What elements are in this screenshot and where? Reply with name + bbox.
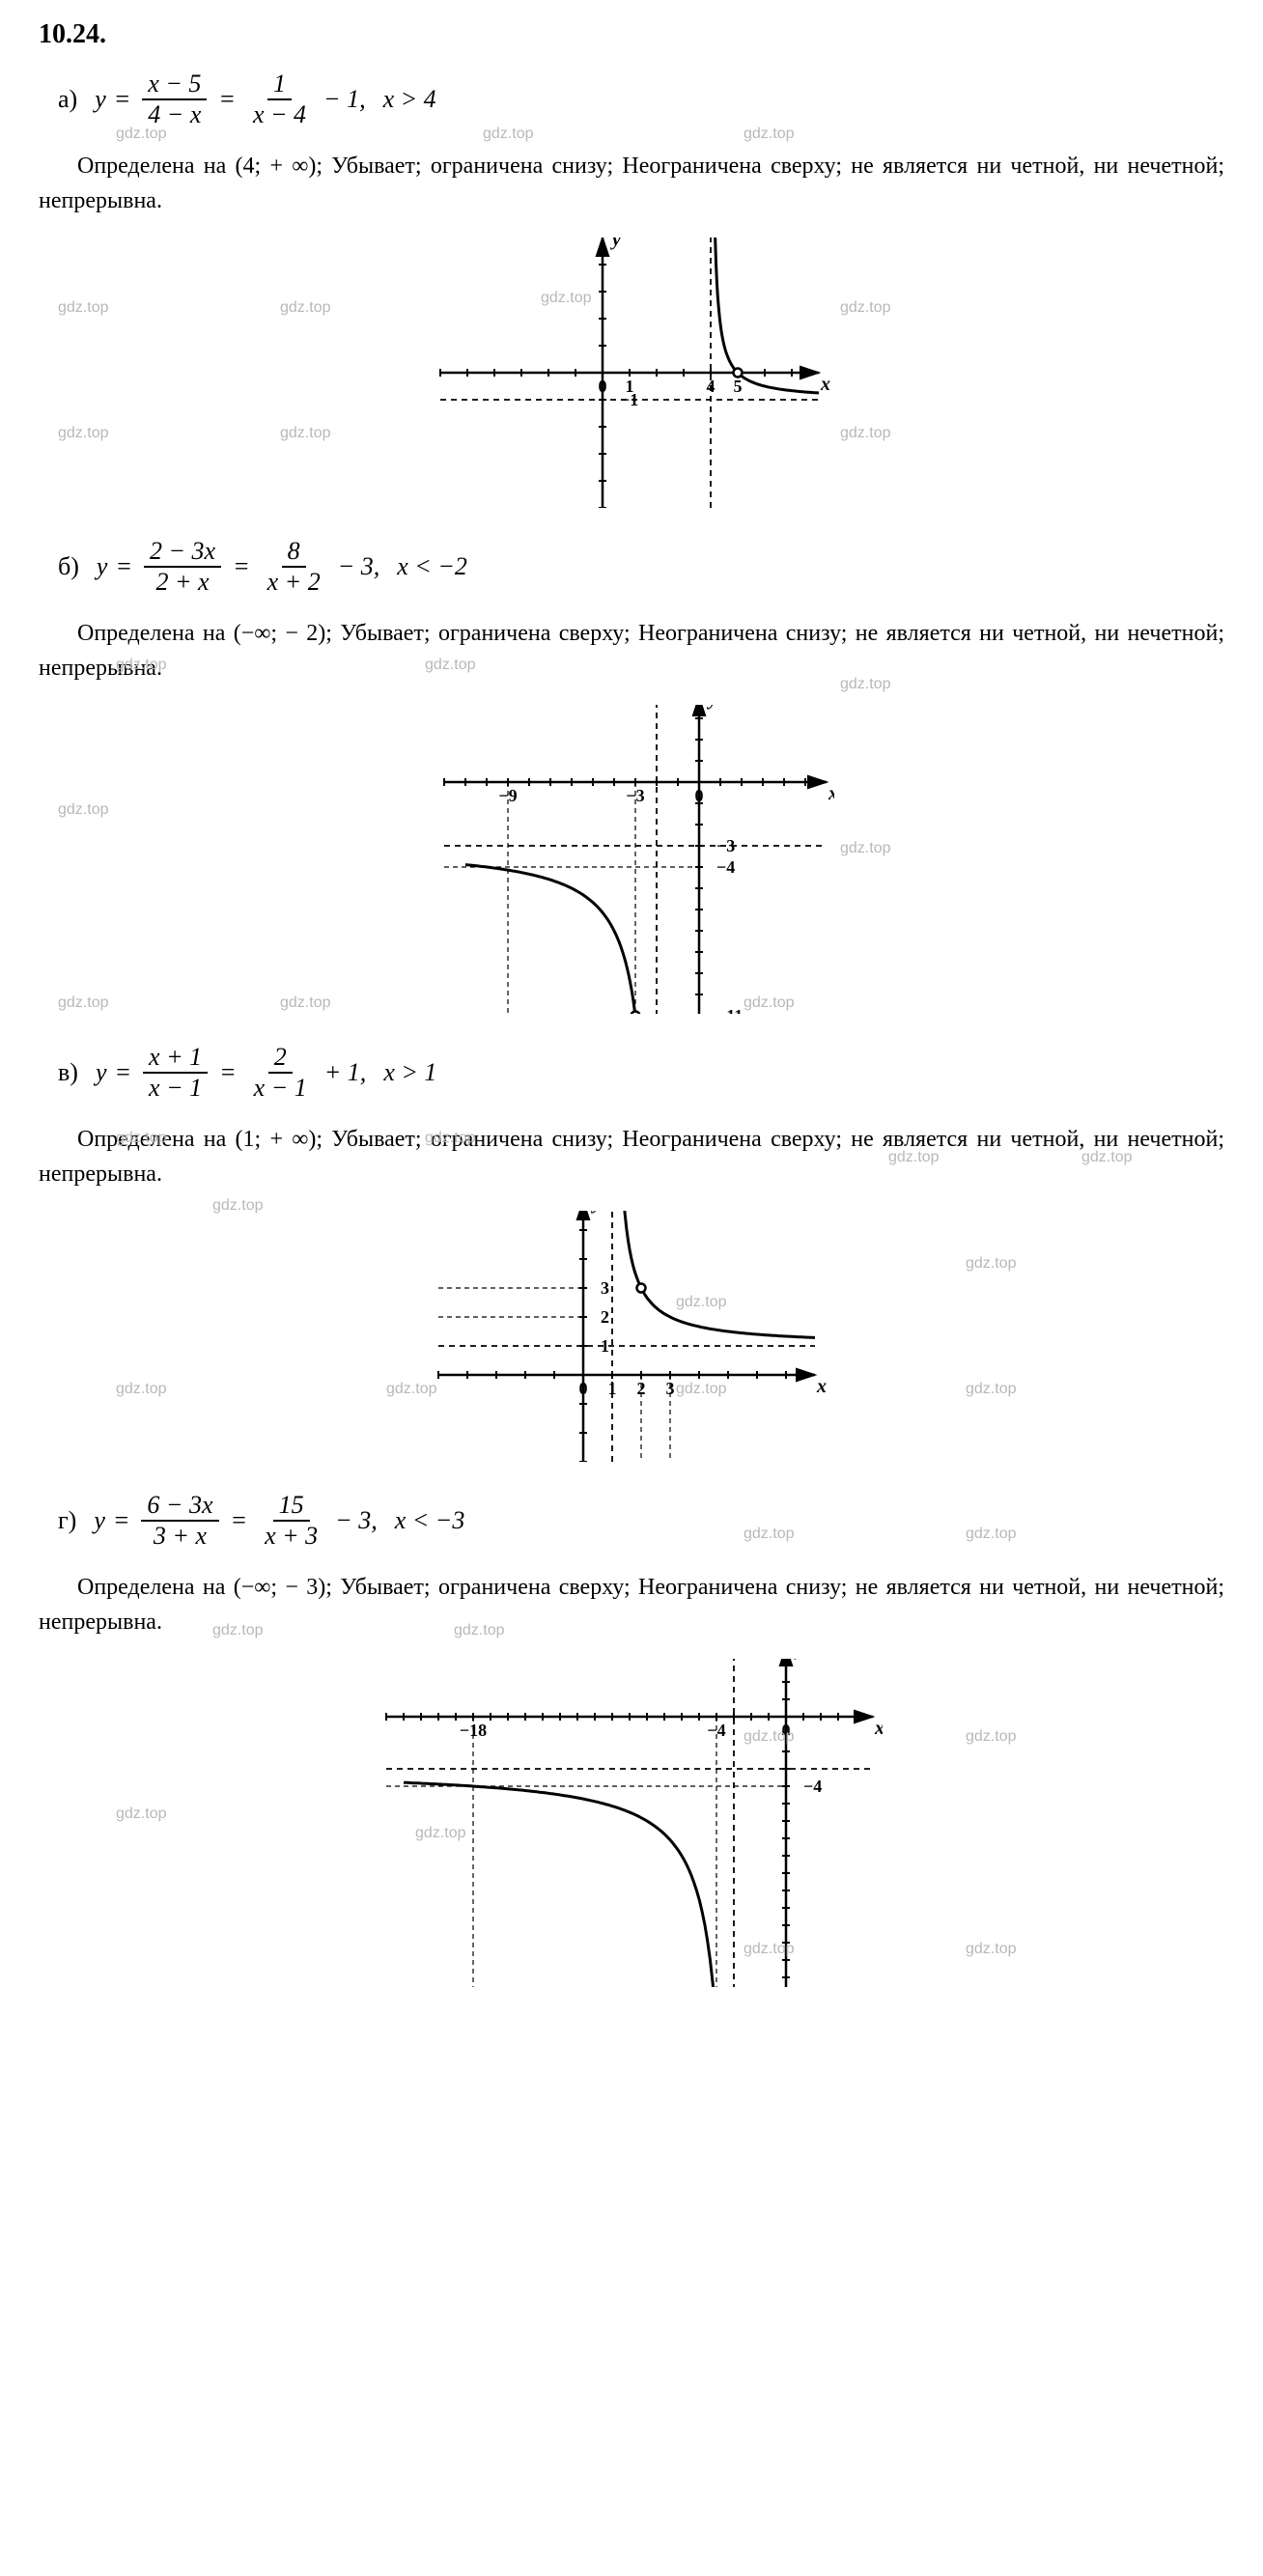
chart-container: −9 −3 0 −3 −4 −11 x y	[39, 705, 1224, 1014]
formula: а) y = x − 54 − x = 1x − 4 − 1, x > 4	[58, 70, 1224, 129]
formula-tail: − 3,	[338, 552, 380, 581]
formula-lhs: y	[94, 1506, 105, 1535]
problem-part: г) y = 6 − 3x3 + x = 15x + 3 − 3, x < −3 Определ…	[39, 1491, 1224, 1987]
svg-text:−1: −1	[620, 390, 638, 409]
formula: в)y=x + 1x − 1=2x − 1+ 1,x > 1	[58, 1043, 1224, 1103]
formula-lhs: y	[96, 1058, 107, 1087]
fraction-denominator: x − 1	[248, 1074, 313, 1103]
part-label: в)	[58, 1058, 78, 1087]
formula-lhs: y	[97, 552, 108, 581]
svg-text:y: y	[610, 238, 621, 250]
fraction-denominator: 4 − x	[142, 100, 207, 129]
svg-text:−18: −18	[460, 1721, 487, 1740]
svg-text:−11: −11	[716, 1006, 743, 1014]
svg-text:3: 3	[666, 1379, 675, 1398]
svg-text:1: 1	[601, 1336, 609, 1356]
svg-text:−9: −9	[498, 786, 517, 805]
fraction-2: 1x − 4	[247, 70, 312, 129]
equals-sign: =	[218, 85, 236, 114]
svg-text:4: 4	[707, 377, 716, 396]
svg-text:y: y	[794, 1659, 804, 1660]
fraction-numerator: x − 5	[142, 70, 207, 100]
equals-sign: =	[233, 552, 250, 581]
formula-lhs: y	[95, 85, 106, 114]
function-description: Определена на (1; + ∞); Убывает; огранич…	[39, 1122, 1224, 1191]
chart: −9 −3 0 −3 −4 −11 x y	[429, 705, 834, 1014]
chart: −18−40−4−18xy	[380, 1659, 883, 1987]
equals-sign: =	[231, 1506, 248, 1535]
equals-sign: =	[114, 1058, 131, 1087]
formula-condition: x < −3	[395, 1506, 465, 1535]
fraction-numerator: x + 1	[143, 1043, 208, 1074]
formula: б)y=2 − 3x2 + x=8x + 2− 3,x < −2	[58, 537, 1224, 597]
fraction-1: x − 54 − x	[142, 70, 207, 129]
fraction-2: 8x + 2	[262, 537, 326, 597]
fraction-1: x + 1x − 1	[143, 1043, 208, 1103]
formula-tail: − 3,	[335, 1506, 378, 1535]
fraction-denominator: x + 3	[259, 1522, 323, 1551]
part-label: а)	[58, 85, 77, 114]
equals-sign: =	[115, 552, 132, 581]
part-label: б)	[58, 552, 79, 581]
fraction-denominator: x − 1	[143, 1074, 208, 1103]
svg-text:1: 1	[608, 1379, 617, 1398]
problem-part: в)y=x + 1x − 1=2x − 1+ 1,x > 1Определена…	[39, 1043, 1224, 1462]
fraction-denominator: 2 + x	[150, 568, 214, 597]
part-label: г)	[58, 1506, 76, 1535]
fraction-1: 2 − 3x2 + x	[144, 537, 221, 597]
function-description: Определена на (4; + ∞); Убывает; огранич…	[39, 149, 1224, 218]
svg-text:−4: −4	[716, 857, 735, 877]
fraction-numerator: 2	[268, 1043, 293, 1074]
chart-container: 0145−1xy	[39, 238, 1224, 508]
svg-text:y: y	[591, 1211, 602, 1214]
svg-text:y: y	[707, 705, 717, 710]
svg-text:3: 3	[601, 1278, 609, 1298]
problem-number: 10.24.	[39, 19, 1224, 50]
fraction-2: 2x − 1	[248, 1043, 313, 1103]
svg-text:0: 0	[695, 786, 704, 805]
chart: 0145−1xy	[429, 238, 834, 508]
chart: 0 1 2 3 1 2 3 x y	[429, 1211, 834, 1462]
formula-tail: + 1,	[324, 1058, 367, 1087]
svg-text:2: 2	[637, 1379, 646, 1398]
svg-text:0: 0	[599, 377, 607, 396]
fraction-1: 6 − 3x3 + x	[141, 1491, 218, 1551]
fraction-denominator: 3 + x	[148, 1522, 212, 1551]
svg-text:x: x	[828, 783, 834, 804]
fraction-numerator: 6 − 3x	[141, 1491, 218, 1522]
formula-condition: x < −2	[397, 552, 467, 581]
svg-text:x: x	[816, 1376, 827, 1397]
svg-text:5: 5	[734, 377, 743, 396]
equals-sign: =	[219, 1058, 237, 1087]
problem-part: б)y=2 − 3x2 + x=8x + 2− 3,x < −2Определе…	[39, 537, 1224, 1014]
problem-part: а) y = x − 54 − x = 1x − 4 − 1, x > 4 Определена…	[39, 70, 1224, 508]
fraction-2: 15x + 3	[259, 1491, 323, 1551]
fraction-denominator: x − 4	[247, 100, 312, 129]
svg-text:0: 0	[782, 1721, 791, 1740]
fraction-numerator: 2 − 3x	[144, 537, 221, 568]
svg-text:0: 0	[579, 1379, 588, 1398]
fraction-numerator: 15	[273, 1491, 310, 1522]
chart-container: −18−40−4−18xy	[39, 1659, 1224, 1987]
function-description: Определена на (−∞; − 3); Убывает; ограни…	[39, 1570, 1224, 1639]
svg-text:x: x	[820, 374, 830, 395]
equals-sign: =	[113, 1506, 130, 1535]
svg-text:−4: −4	[707, 1721, 725, 1740]
svg-text:2: 2	[601, 1307, 609, 1327]
svg-text:−3: −3	[626, 786, 644, 805]
svg-text:−3: −3	[716, 836, 735, 855]
svg-text:x: x	[874, 1718, 883, 1739]
svg-text:−4: −4	[803, 1777, 822, 1796]
formula-condition: x > 4	[383, 85, 436, 114]
formula-condition: x > 1	[383, 1058, 436, 1087]
fraction-numerator: 1	[267, 70, 292, 100]
fraction-denominator: x + 2	[262, 568, 326, 597]
fraction-numerator: 8	[282, 537, 306, 568]
function-description: Определена на (−∞; − 2); Убывает; ограни…	[39, 616, 1224, 686]
equals-sign: =	[114, 85, 131, 114]
chart-container: 0 1 2 3 1 2 3 x y	[39, 1211, 1224, 1462]
formula-tail: − 1,	[323, 85, 366, 114]
formula: г) y = 6 − 3x3 + x = 15x + 3 − 3, x < −3	[58, 1491, 1224, 1551]
